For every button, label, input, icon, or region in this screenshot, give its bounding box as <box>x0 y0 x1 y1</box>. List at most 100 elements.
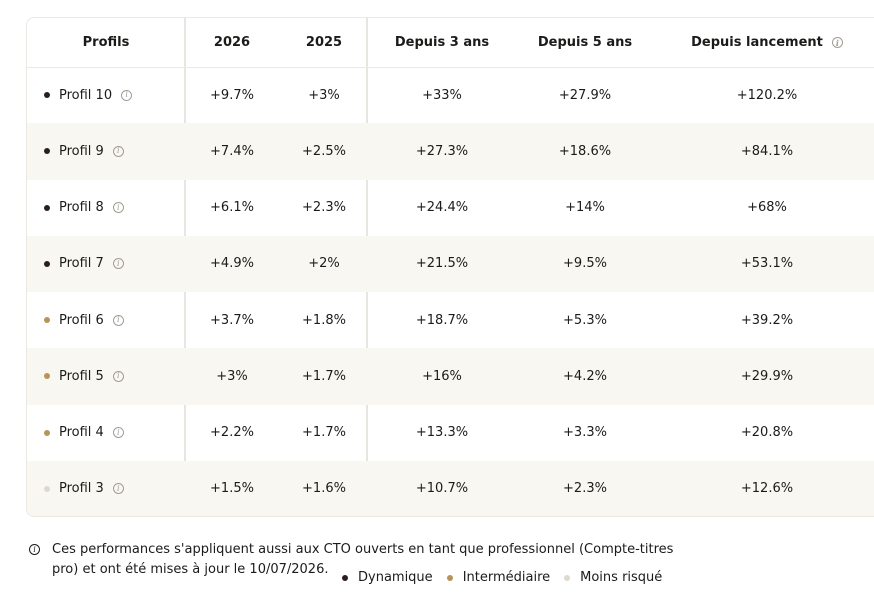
value-depuis-lancement: +53.1% <box>740 256 794 272</box>
value-2026: +4.9% <box>210 256 254 272</box>
value-depuis-5-ans: +2.3% <box>563 481 607 497</box>
value-depuis-5-ans: +9.5% <box>563 256 607 272</box>
table-row: Profil 9 i +7.4% +2.5% +27.3% +18.6% +84.1% <box>27 123 874 180</box>
info-icon[interactable]: i <box>831 37 843 48</box>
profile-name: Profil 3 <box>59 481 104 497</box>
info-icon[interactable]: i <box>112 370 124 382</box>
value-2026: +9.7% <box>210 87 254 103</box>
risk-dot <box>44 485 50 492</box>
info-icon[interactable]: i <box>112 314 124 326</box>
value-2025: +1.7% <box>302 425 346 441</box>
profile-cell: Profil 5 i <box>27 369 185 384</box>
profile-name: Profil 5 <box>59 368 104 384</box>
legend-dot-dynamique <box>342 574 348 581</box>
profile-name: Profil 8 <box>59 200 104 216</box>
legend-label: Moins risqué <box>580 570 663 585</box>
risk-dot <box>44 92 50 99</box>
info-icon[interactable]: i <box>121 89 133 101</box>
value-depuis-3-ans: +10.7% <box>415 481 469 497</box>
profile-name: Profil 10 <box>59 87 113 103</box>
value-depuis-3-ans: +13.3% <box>415 425 469 441</box>
value-2025: +3% <box>308 87 340 103</box>
info-icon: i <box>29 544 40 555</box>
table-row: Profil 7 i +4.9% +2% +21.5% +9.5% +53.1% <box>27 235 874 292</box>
value-depuis-lancement: +39.2% <box>740 312 794 328</box>
profile-name: Profil 7 <box>59 256 104 272</box>
profile-cell: Profil 6 i <box>27 313 185 328</box>
footnote: i Ces performances s'appliquent aussi au… <box>29 540 679 580</box>
table-row: Profil 6 i +3.7% +1.8% +18.7% +5.3% +39.2% <box>27 292 874 348</box>
value-depuis-3-ans: +33% <box>422 87 462 103</box>
header-depuis-3-ans: Depuis 3 ans <box>394 35 490 50</box>
value-depuis-lancement: +84.1% <box>740 143 794 159</box>
value-depuis-lancement: +120.2% <box>736 87 798 103</box>
header-depuis-lancement-label: Depuis lancement <box>691 35 823 50</box>
risk-dot <box>44 429 50 436</box>
header-depuis-5-ans: Depuis 5 ans <box>537 35 633 50</box>
header-2025: 2025 <box>305 35 343 50</box>
table-row: Profil 5 i +3% +1.7% +16% +4.2% +29.9% <box>27 348 874 405</box>
profile-name: Profil 4 <box>59 425 104 441</box>
value-depuis-3-ans: +27.3% <box>415 143 469 159</box>
legend-dot-moins-risque <box>564 574 571 581</box>
value-2025: +1.7% <box>302 368 346 384</box>
value-2026: +6.1% <box>210 200 254 216</box>
profile-cell: Profil 4 i <box>27 425 185 440</box>
profile-name: Profil 9 <box>59 143 104 159</box>
value-depuis-3-ans: +16% <box>422 368 462 384</box>
legend-label: Dynamique <box>358 570 433 585</box>
table-row: Profil 8 i +6.1% +2.3% +24.4% +14% +68% <box>27 180 874 236</box>
info-icon[interactable]: i <box>112 427 124 439</box>
risk-dot <box>44 317 50 324</box>
value-2026: +3% <box>216 368 248 384</box>
table-row: Profil 4 i +2.2% +1.7% +13.3% +3.3% +20.8% <box>27 405 874 461</box>
value-2025: +2.5% <box>302 143 346 159</box>
profile-cell: Profil 3 i <box>27 481 185 496</box>
value-2026: +1.5% <box>210 481 254 497</box>
value-2025: +2.3% <box>302 200 346 216</box>
info-icon[interactable]: i <box>112 483 124 495</box>
profile-cell: Profil 9 i <box>27 144 185 159</box>
header-profils: Profils <box>82 35 130 50</box>
legend-item-dynamique: Dynamique <box>342 570 433 585</box>
profile-cell: Profil 10 i <box>27 88 185 103</box>
value-depuis-lancement: +12.6% <box>740 481 794 497</box>
value-2026: +2.2% <box>210 425 254 441</box>
value-2025: +1.8% <box>302 312 346 328</box>
legend-dot-intermediaire <box>446 574 453 581</box>
risk-dot <box>44 204 50 211</box>
value-depuis-5-ans: +3.3% <box>563 425 607 441</box>
value-depuis-3-ans: +21.5% <box>415 256 469 272</box>
info-icon[interactable]: i <box>112 202 124 214</box>
header-2026: 2026 <box>213 35 251 50</box>
table-row: Profil 3 i +1.5% +1.6% +10.7% +2.3% +12.6% <box>27 460 874 516</box>
profile-cell: Profil 8 i <box>27 200 185 215</box>
info-icon[interactable]: i <box>112 258 124 270</box>
performance-table: Profils 2026 2025 Depuis 3 ans Depuis 5 … <box>26 17 874 517</box>
value-depuis-lancement: +68% <box>747 200 787 216</box>
risk-legend: Dynamique Intermédiaire Moins risqué <box>342 570 676 585</box>
table-header: Profils 2026 2025 Depuis 3 ans Depuis 5 … <box>27 18 874 68</box>
footnote-text: Ces performances s'appliquent aussi aux … <box>52 542 674 577</box>
profile-name: Profil 6 <box>59 312 104 328</box>
value-depuis-5-ans: +4.2% <box>563 368 607 384</box>
legend-item-moins-risque: Moins risqué <box>564 570 662 585</box>
value-2026: +3.7% <box>210 312 254 328</box>
risk-dot <box>44 260 50 267</box>
legend-item-intermediaire: Intermédiaire <box>446 570 551 585</box>
legend-label: Intermédiaire <box>462 570 551 585</box>
profile-cell: Profil 7 i <box>27 256 185 271</box>
value-depuis-5-ans: +18.6% <box>558 143 612 159</box>
value-depuis-lancement: +29.9% <box>740 368 794 384</box>
table-row: Profil 10 i +9.7% +3% +33% +27.9% +120.2% <box>27 67 874 123</box>
info-icon[interactable]: i <box>112 145 124 157</box>
risk-dot <box>44 148 50 155</box>
value-2025: +1.6% <box>302 481 346 497</box>
value-depuis-3-ans: +18.7% <box>415 312 469 328</box>
value-depuis-5-ans: +14% <box>565 200 605 216</box>
value-depuis-3-ans: +24.4% <box>415 200 469 216</box>
value-depuis-5-ans: +5.3% <box>563 312 607 328</box>
value-2025: +2% <box>308 256 340 272</box>
value-2026: +7.4% <box>210 143 254 159</box>
value-depuis-5-ans: +27.9% <box>558 87 612 103</box>
